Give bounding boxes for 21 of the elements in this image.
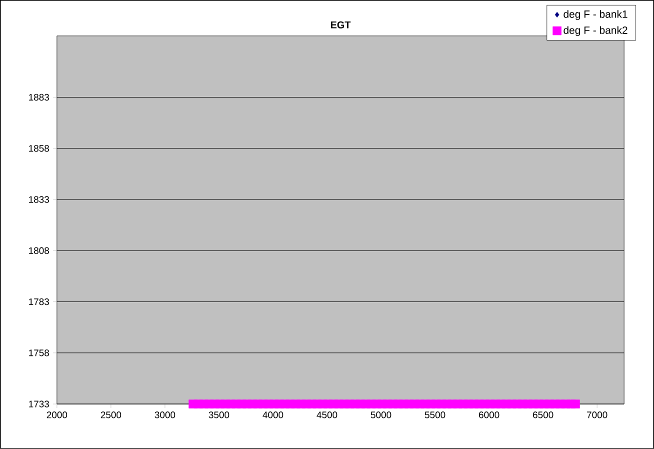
y-tick-label: 1733 [29,400,49,408]
y-tick-label: 1883 [29,94,49,101]
x-tick-label: 6500 [533,412,554,418]
x-tick-label: 4500 [316,412,338,418]
x-tick-label: 7000 [587,412,608,418]
x-tick-label: 6000 [479,412,500,418]
x-tick-label: 5500 [424,412,446,418]
y-tick-label: 1758 [29,350,49,356]
x-tick-label: 4000 [262,412,284,418]
y-tick-label: 1833 [29,196,49,203]
x-tick-label: 2500 [100,412,122,418]
x-tick-label: 2000 [46,412,68,418]
y-tick-label: 1808 [29,247,49,254]
y-tick-label: 1858 [29,145,49,152]
chart-title: EGT [330,21,351,28]
x-tick-label: 3000 [154,412,176,418]
x-tick-label: 5000 [370,412,392,418]
legend-label: deg F - bank1 [564,10,628,20]
legend-label: deg F - bank2 [564,26,628,36]
x-tick-label: 3500 [208,412,230,418]
y-tick-label: 1783 [29,298,49,306]
